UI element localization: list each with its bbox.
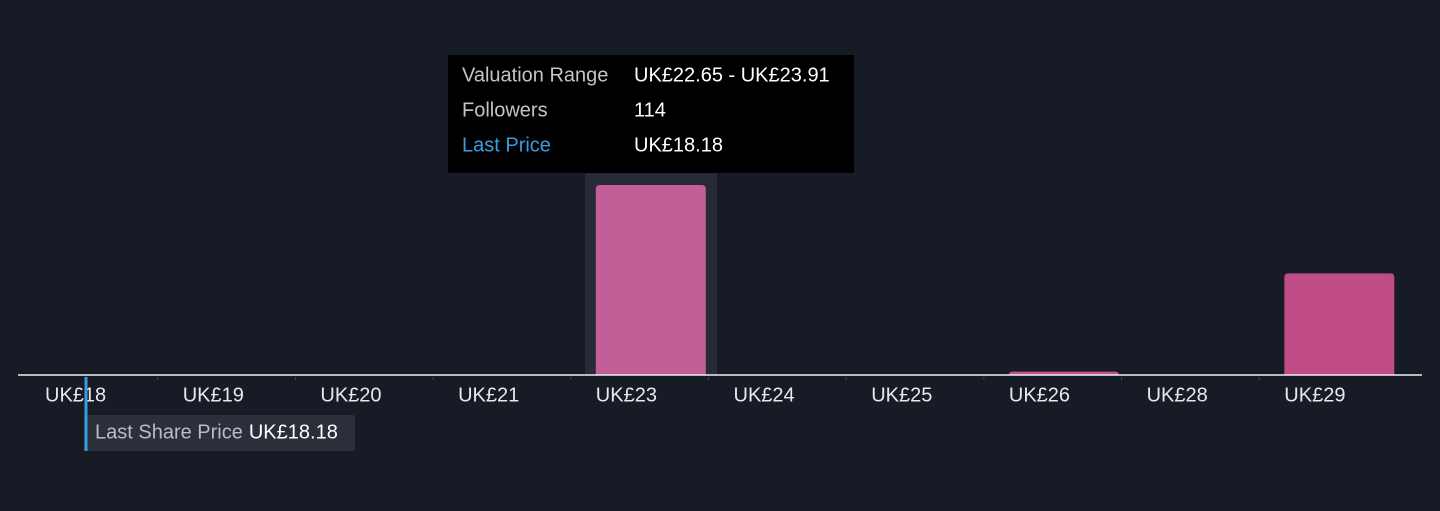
x-tick-label: UK£19 (183, 384, 244, 406)
bar (1284, 273, 1395, 375)
tooltip (448, 55, 854, 173)
last-price-label: Last Share Price (95, 421, 243, 443)
x-tick-label: UK£26 (1009, 384, 1070, 406)
x-tick-label: UK£29 (1284, 384, 1345, 406)
tooltip-label: Followers (462, 99, 548, 121)
last-price-value: UK£18.18 (249, 421, 338, 443)
x-tick-label: UK£18 (45, 384, 106, 406)
x-tick-label: UK£24 (734, 384, 795, 406)
bar (1008, 371, 1119, 375)
x-tick-label: UK£25 (871, 384, 932, 406)
bars (595, 185, 1395, 375)
last-price-box (84, 415, 355, 451)
tooltip-value: 114 (634, 99, 666, 121)
x-labels: UK£18 UK£19 UK£20 UK£21 UK£23 UK£24 UK£25 UK£26… (45, 377, 1345, 406)
x-tick-label: UK£20 (320, 384, 381, 406)
tooltip-value: UK£18.18 (634, 134, 723, 156)
tooltip-value: UK£22.65 - UK£23.91 (634, 64, 830, 86)
bar (595, 185, 706, 375)
x-tick-label: UK£28 (1147, 384, 1208, 406)
tooltip-label: Valuation Range (462, 64, 608, 86)
tooltip-label: Last Price (462, 134, 551, 156)
x-tick-label: UK£21 (458, 384, 519, 406)
x-tick-label: UK£23 (596, 384, 657, 406)
